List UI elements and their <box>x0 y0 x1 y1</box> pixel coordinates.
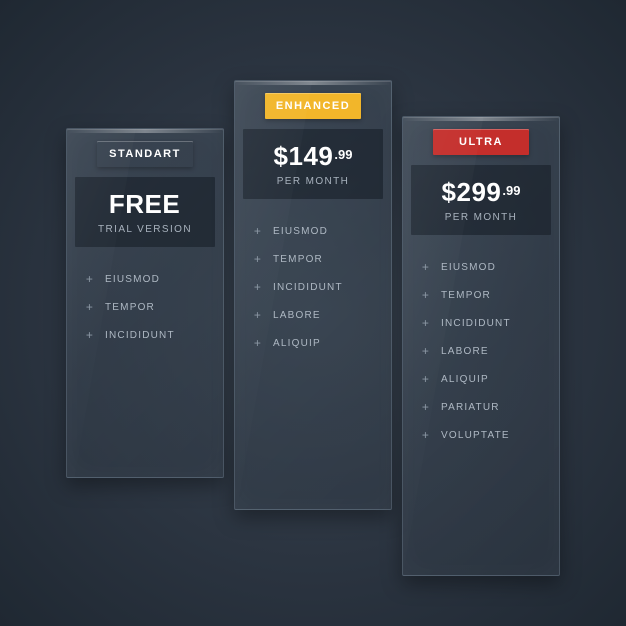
feature-label: INCIDIDUNT <box>273 282 343 293</box>
feature-item: + TEMPOR <box>253 245 373 273</box>
feature-item: + TEMPOR <box>421 281 541 309</box>
feature-item: + INCIDIDUNT <box>421 309 541 337</box>
price-subtitle: PER MONTH <box>419 212 543 223</box>
plus-icon: + <box>253 336 263 350</box>
feature-label: LABORE <box>273 310 321 321</box>
plus-icon: + <box>421 344 431 358</box>
plan-badge-enhanced: ENHANCED <box>265 93 361 119</box>
feature-item: + LABORE <box>421 337 541 365</box>
plus-icon: + <box>421 288 431 302</box>
plan-badge-standart: STANDART <box>97 141 193 167</box>
feature-label: INCIDIDUNT <box>105 330 175 341</box>
price-subtitle: TRIAL VERSION <box>83 224 207 235</box>
feature-label: EIUSMOD <box>441 262 496 273</box>
feature-item: + ALIQUIP <box>421 365 541 393</box>
feature-item: + LABORE <box>253 301 373 329</box>
plus-icon: + <box>421 316 431 330</box>
plan-badge-ultra: ULTRA <box>433 129 529 155</box>
plus-icon: + <box>85 328 95 342</box>
feature-item: + INCIDIDUNT <box>253 273 373 301</box>
feature-label: EIUSMOD <box>273 226 328 237</box>
feature-label: ALIQUIP <box>273 338 321 349</box>
feature-label: EIUSMOD <box>105 274 160 285</box>
feature-list-standart: + EIUSMOD + TEMPOR + INCIDIDUNT <box>67 247 223 363</box>
plus-icon: + <box>253 308 263 322</box>
feature-label: TEMPOR <box>273 254 323 265</box>
plus-icon: + <box>85 272 95 286</box>
plus-icon: + <box>253 280 263 294</box>
feature-list-enhanced: + EIUSMOD + TEMPOR + INCIDIDUNT + LABORE + AL… <box>235 199 391 371</box>
pricing-card-enhanced[interactable]: ENHANCED $149.99 PER MONTH + EIUSMOD + TEM… <box>234 80 392 510</box>
pricing-card-standart[interactable]: STANDART FREE TRIAL VERSION + EIUSMOD + TE… <box>66 128 224 478</box>
feature-item: + EIUSMOD <box>85 265 205 293</box>
feature-label: ALIQUIP <box>441 374 489 385</box>
price-cents: .99 <box>502 183 520 198</box>
feature-label: LABORE <box>441 346 489 357</box>
feature-item: + TEMPOR <box>85 293 205 321</box>
feature-item: + EIUSMOD <box>421 253 541 281</box>
feature-label: VOLUPTATE <box>441 430 510 441</box>
feature-label: INCIDIDUNT <box>441 318 511 329</box>
feature-label: TEMPOR <box>441 290 491 301</box>
feature-item: + PARIATUR <box>421 393 541 421</box>
plus-icon: + <box>421 372 431 386</box>
pricing-card-ultra[interactable]: ULTRA $299.99 PER MONTH + EIUSMOD + TEMPOR… <box>402 116 560 576</box>
feature-item: + EIUSMOD <box>253 217 373 245</box>
feature-item: + VOLUPTATE <box>421 421 541 449</box>
feature-item: + INCIDIDUNT <box>85 321 205 349</box>
price-block-ultra: $299.99 PER MONTH <box>411 165 551 235</box>
price-cents: .99 <box>334 147 352 162</box>
feature-list-ultra: + EIUSMOD + TEMPOR + INCIDIDUNT + LABORE + AL… <box>403 235 559 463</box>
price-subtitle: PER MONTH <box>251 176 375 187</box>
plus-icon: + <box>421 260 431 274</box>
price-main: $149 <box>274 141 334 171</box>
price-block-enhanced: $149.99 PER MONTH <box>243 129 383 199</box>
plus-icon: + <box>253 252 263 266</box>
plus-icon: + <box>421 400 431 414</box>
feature-label: PARIATUR <box>441 402 500 413</box>
plus-icon: + <box>421 428 431 442</box>
price-main: FREE <box>109 189 180 219</box>
plus-icon: + <box>253 224 263 238</box>
feature-label: TEMPOR <box>105 302 155 313</box>
plus-icon: + <box>85 300 95 314</box>
price-block-standart: FREE TRIAL VERSION <box>75 177 215 247</box>
feature-item: + ALIQUIP <box>253 329 373 357</box>
price-main: $299 <box>442 177 502 207</box>
